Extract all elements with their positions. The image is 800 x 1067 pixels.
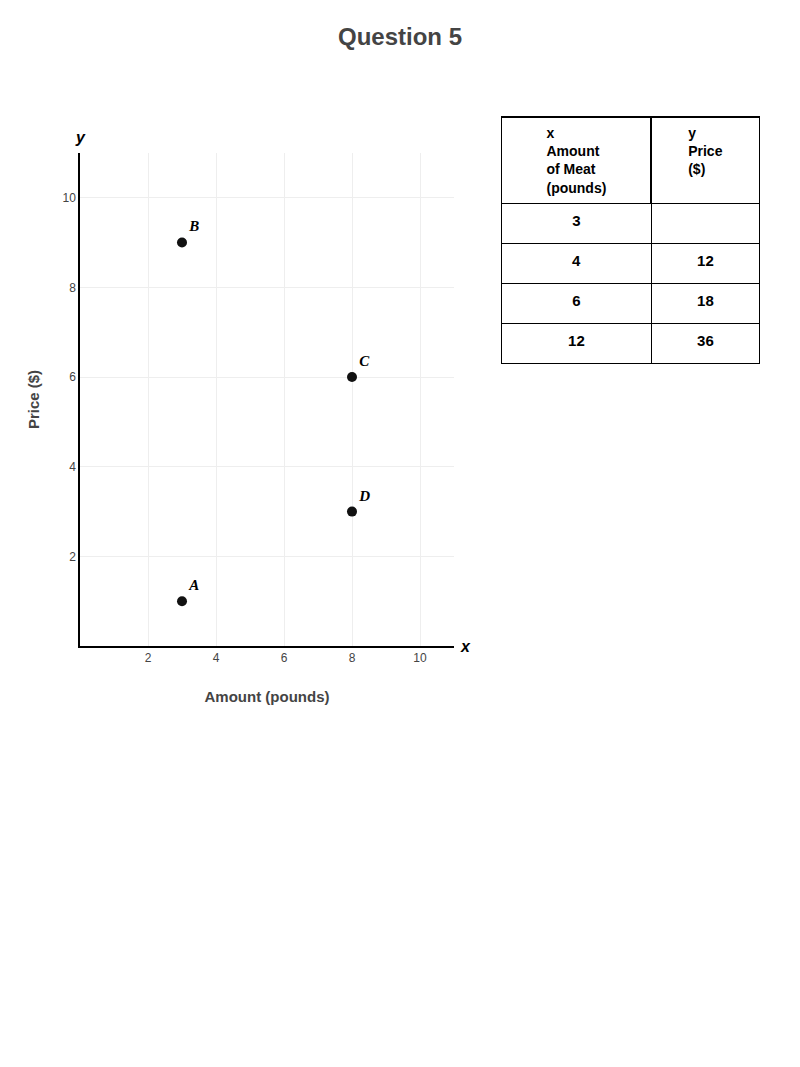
svg-text:8: 8 <box>69 281 76 295</box>
svg-text:2: 2 <box>69 550 76 564</box>
svg-text:12: 12 <box>697 252 714 269</box>
svg-text:36: 36 <box>697 332 714 349</box>
svg-text:12: 12 <box>568 332 585 349</box>
svg-text:yPrice($): yPrice($) <box>688 125 722 177</box>
svg-text:18: 18 <box>697 292 714 309</box>
svg-text:4: 4 <box>213 651 220 665</box>
svg-text:D: D <box>358 488 370 504</box>
svg-text:4: 4 <box>69 460 76 474</box>
svg-text:8: 8 <box>349 651 356 665</box>
svg-text:6: 6 <box>281 651 288 665</box>
svg-text:6: 6 <box>69 370 76 384</box>
svg-text:10: 10 <box>62 191 76 205</box>
svg-text:Question 5: Question 5 <box>338 23 462 50</box>
svg-text:10: 10 <box>413 651 427 665</box>
svg-text:y: y <box>75 129 86 146</box>
svg-text:4: 4 <box>572 252 581 269</box>
svg-text:Amount (pounds): Amount (pounds) <box>205 688 330 705</box>
svg-text:2: 2 <box>145 651 152 665</box>
svg-text:Price ($): Price ($) <box>26 370 43 429</box>
svg-text:x: x <box>460 638 471 655</box>
svg-text:xAmountof Meat(pounds): xAmountof Meat(pounds) <box>546 125 606 196</box>
svg-text:A: A <box>188 577 199 593</box>
svg-text:B: B <box>188 218 199 234</box>
svg-text:3: 3 <box>572 212 580 229</box>
svg-text:6: 6 <box>572 292 580 309</box>
svg-text:C: C <box>359 353 370 369</box>
